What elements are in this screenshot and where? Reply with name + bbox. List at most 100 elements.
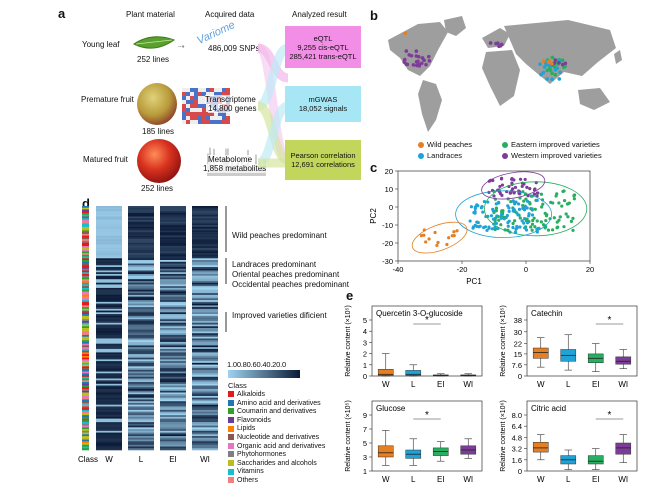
- boxplot-xtick-label: W: [537, 475, 545, 484]
- heatmap-cell: [128, 291, 154, 294]
- result-eqtl-box: eQTL 9,255 cis-eQTL 285,421 trans-eQTL: [285, 26, 361, 68]
- heatmap-cell: [192, 347, 218, 350]
- class-bar-cell: [82, 300, 89, 303]
- class-bar-cell: [82, 359, 89, 362]
- heatmap-cell: [128, 422, 154, 425]
- map-sample-dot: [560, 62, 565, 67]
- heatmap-cell: [96, 437, 122, 440]
- boxplot-ytick-label: 0: [518, 372, 522, 381]
- heatmap-cell: [96, 228, 122, 231]
- colorbar-ticks: 1.00.80.60.40.20.0: [227, 360, 286, 369]
- heatmap-cell: [192, 418, 218, 421]
- class-bar-cell: [82, 409, 89, 412]
- pca-point: [528, 187, 532, 191]
- heatmap-col-label: WI: [200, 455, 210, 464]
- class-bar-cell: [82, 362, 89, 365]
- heatmap-cell: [96, 371, 122, 374]
- heatmap-cell: [96, 268, 122, 271]
- heatmap-cell: [160, 321, 186, 324]
- class-bar-cell: [82, 402, 89, 405]
- map-sample-dot: [550, 77, 554, 82]
- boxplot-title: Quercetin 3-O-glucoside: [376, 309, 463, 318]
- map-sample-dot: [538, 62, 542, 67]
- thumb-cell: [202, 96, 206, 100]
- pca-point: [508, 191, 512, 195]
- class-bar-cell: [82, 340, 89, 343]
- pca-point: [499, 223, 503, 227]
- heatmap-cell: [128, 446, 154, 449]
- boxplot-box: [405, 370, 422, 376]
- class-bar-cell: [82, 366, 89, 369]
- heatmap-cell: [96, 399, 122, 402]
- heatmap-cell: [96, 375, 122, 378]
- metabolite-heatmap: W L EI WI Class: [78, 206, 227, 464]
- class-bar-cell: [82, 443, 89, 446]
- pca-point: [520, 219, 524, 223]
- heatmap-cell: [160, 430, 186, 433]
- pca-point: [500, 176, 504, 181]
- heatmap-cell: [96, 345, 122, 348]
- thumb-cell: [222, 88, 226, 92]
- thumb-cell: [226, 88, 230, 92]
- boxplot-xtick-label: W: [382, 475, 390, 484]
- class-legend-item: Organic acid and derivatives: [228, 442, 325, 451]
- heatmap-cell: [192, 348, 218, 351]
- thumb-cell: [210, 116, 214, 120]
- heatmap-cell: [96, 338, 122, 341]
- heatmap-cell: [160, 308, 186, 311]
- col-header-acquired: Acquired data: [205, 10, 255, 19]
- pca-point: [493, 225, 497, 229]
- pca-point: [541, 202, 545, 206]
- pca-point: [524, 197, 528, 201]
- pca-point: [419, 234, 424, 238]
- map-sample-dot: [488, 41, 493, 45]
- pca-point: [513, 230, 518, 234]
- legend-eastern-dot: [502, 142, 508, 149]
- map-sample-dot: [542, 65, 547, 69]
- row-premature-count: 185 lines: [142, 127, 175, 136]
- class-legend-item: Amino acid and derivatives: [228, 399, 321, 408]
- heatmap-cell: [160, 219, 186, 222]
- heatmap-cell: [128, 310, 154, 313]
- class-bar-cell: [82, 230, 89, 233]
- heatmap-cell: [160, 270, 186, 273]
- class-swatch: [228, 434, 234, 441]
- heatmap-cell: [128, 287, 154, 290]
- heatmap-cell: [160, 406, 186, 409]
- class-bar-cell: [82, 223, 89, 226]
- heatmap-cell: [96, 355, 122, 358]
- transcriptome-genes: 14,800 genes: [208, 104, 257, 113]
- pca-point: [533, 207, 537, 211]
- annot-wild-predominant: Wild peaches predominant: [232, 231, 327, 240]
- heatmap-cell: [192, 429, 218, 432]
- heatmap-cell: [96, 443, 122, 446]
- pca-point: [545, 213, 549, 217]
- class-bar-cell: [82, 444, 89, 447]
- class-bar-cell: [82, 228, 89, 231]
- pca-point: [452, 234, 456, 238]
- heatmap-cell: [192, 413, 218, 416]
- heatmap-cell: [96, 401, 122, 404]
- class-bar-cell: [82, 375, 89, 378]
- annot-landraces-predominant: Landraces predominant: [232, 260, 317, 269]
- boxplot-title: Glucose: [376, 404, 406, 413]
- heatmap-cell: [192, 352, 218, 355]
- heatmap-cell: [128, 216, 154, 219]
- class-bar-cell: [82, 225, 89, 228]
- boxplot-xtick-label: WI: [618, 475, 628, 484]
- heatmap-cell: [192, 300, 218, 303]
- heatmap-cell: [192, 397, 218, 400]
- pca-point: [433, 230, 437, 235]
- class-bar-cell: [82, 439, 89, 442]
- pca-xtick-label: -40: [393, 265, 404, 274]
- class-bar-cell: [82, 355, 89, 358]
- heatmap-cell: [160, 268, 186, 271]
- heatmap-cell: [192, 336, 218, 339]
- heatmap-cell: [96, 305, 122, 308]
- thumb-cell: [218, 88, 222, 92]
- heatmap-cell: [96, 249, 122, 252]
- heatmap-cell: [96, 340, 122, 343]
- heatmap-cell: [192, 249, 218, 252]
- heatmap-cell: [96, 287, 122, 290]
- class-swatch: [228, 442, 234, 449]
